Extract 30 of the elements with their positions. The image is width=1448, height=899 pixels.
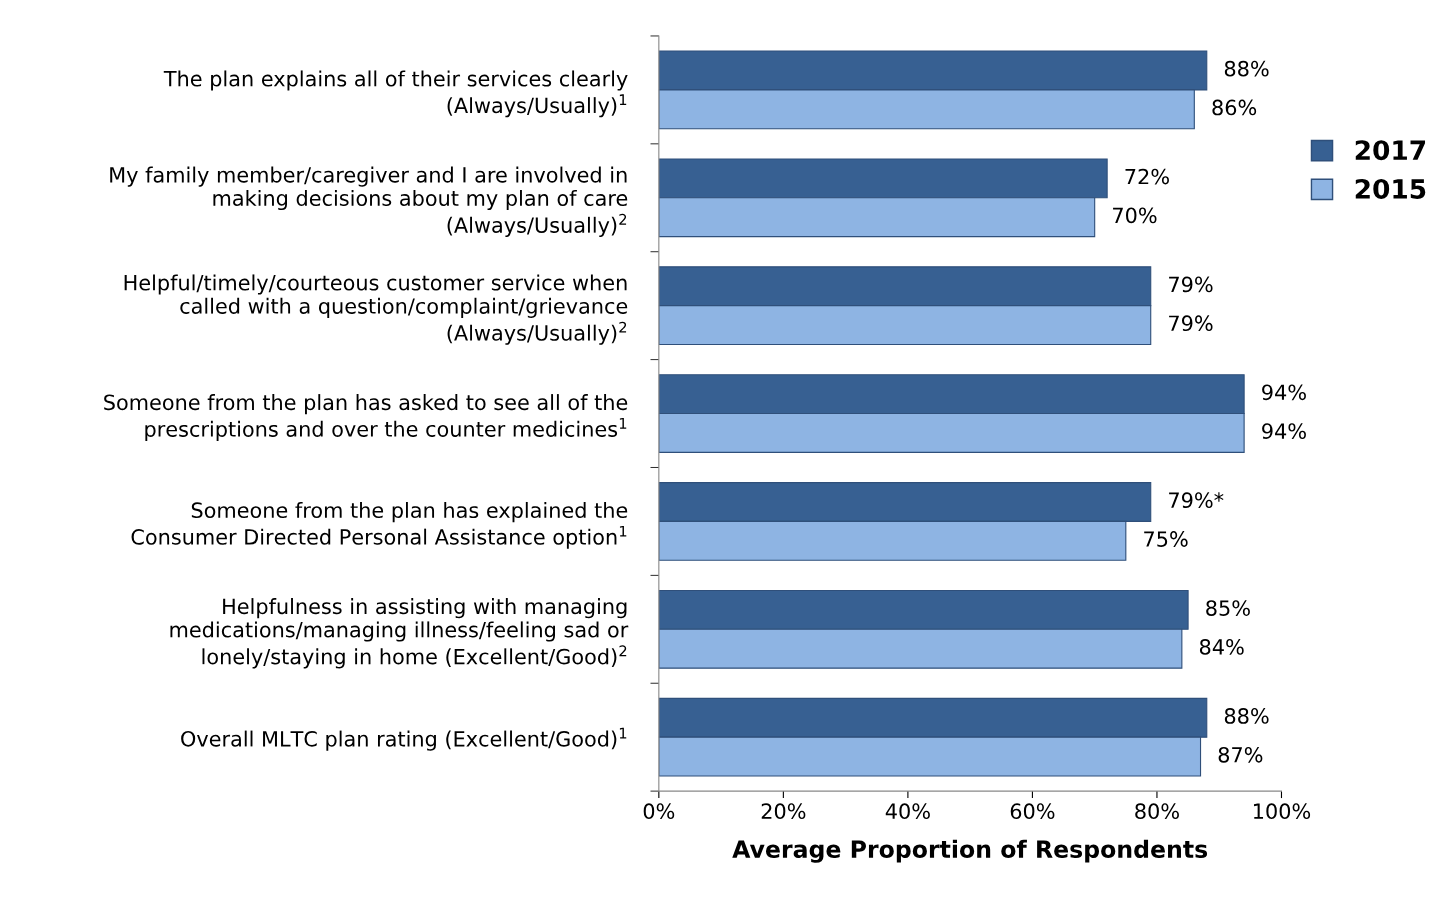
data-label: 70% (1113, 207, 1157, 224)
data-label: 75% (1144, 531, 1188, 547)
data-label: 94% (1262, 423, 1306, 439)
data-label: 86% (1212, 99, 1257, 116)
data-label: 79% (1169, 276, 1213, 293)
x-tick-label: 20% (761, 803, 806, 820)
data-label: 79%* (1169, 492, 1224, 509)
x-tick-label: 0% (643, 803, 675, 820)
data-label: 72% (1125, 168, 1169, 185)
data-label: 87% (1218, 746, 1263, 763)
y-tick-label: The plan explains all of their services clearly (Always/Usually)$^{1}$ (163, 70, 628, 118)
data-label: 94% (1262, 384, 1306, 401)
y-tick-label: Helpful/timely/courteous customer service when called with a question/complaint/grievance (Always/Usually)$^{2}$ (124, 274, 628, 345)
data-label: 84% (1199, 639, 1244, 655)
legend-label: 2017 (1355, 140, 1426, 161)
data-label: 88% (1224, 60, 1269, 77)
y-tick-label: Someone from the plan has asked to see all of the prescriptions and over the counter medicines$^{1}$ (104, 394, 628, 441)
x-tick-label: 40% (885, 803, 930, 820)
y-tick-label: My family member/caregiver and I are involved in making decisions about my plan of care (Always/Usually)$^{2}$ (110, 166, 628, 237)
data-label: 88% (1224, 708, 1269, 724)
data-label: 79% (1169, 315, 1213, 332)
legend-label: 2015 (1355, 178, 1426, 199)
x-tick-label: 100% (1253, 803, 1311, 820)
y-tick-label: Overall MLTC plan rating (Excellent/Good)$^{1}$ (181, 727, 627, 751)
x-tick-label: 60% (1010, 803, 1055, 820)
y-tick-label: Someone from the plan has explained the Consumer Directed Personal Assistance option$^{1}$ (131, 501, 628, 549)
y-tick-label: Helpfulness in assisting with managing medications/managing illness/feeling sad or lonely/staying in home (Excellent/Good)$^{2}$ (170, 598, 629, 669)
x-tick-label: 80% (1135, 803, 1179, 820)
x-axis-title: Average Proportion of Respondents (732, 839, 1208, 863)
data-label: 85% (1206, 600, 1250, 616)
